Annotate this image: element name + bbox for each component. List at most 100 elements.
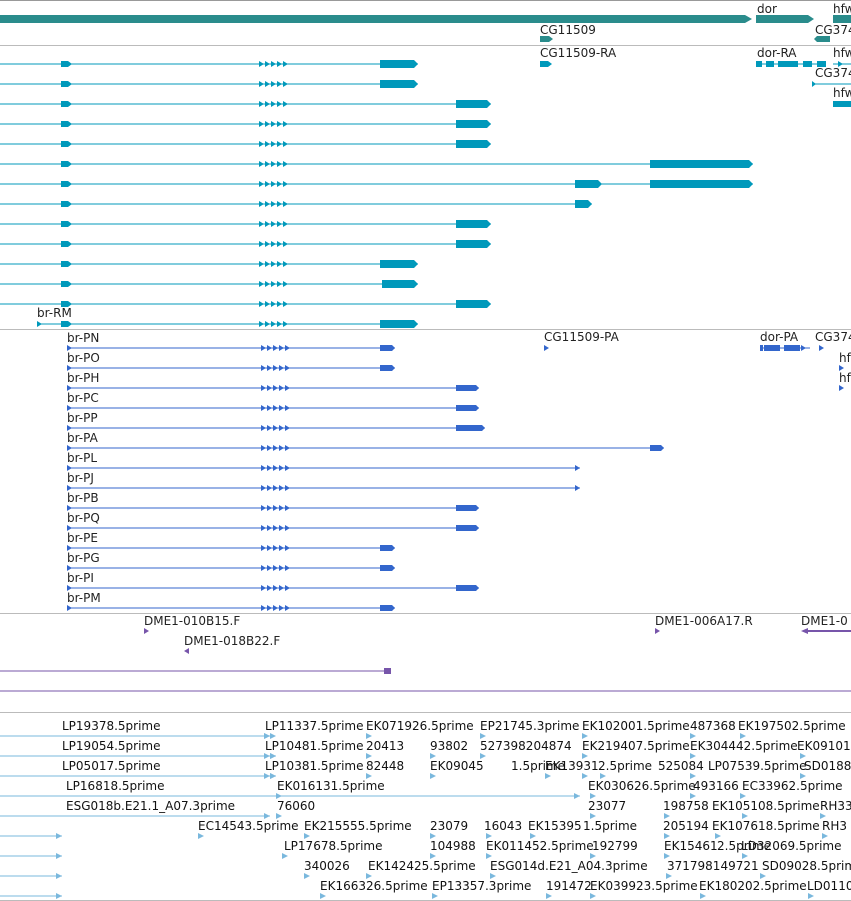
est-label[interactable]: 371798149721 [667,859,759,873]
est-label[interactable]: EK219407.5prime [582,739,690,753]
est-label[interactable]: SD0188 [804,759,851,773]
transcript-row[interactable] [0,220,491,228]
protein-row[interactable] [67,545,395,551]
est-marker-group[interactable] [264,753,806,759]
est-label[interactable]: 493166 [693,779,739,793]
est-label[interactable]: EK071926.5prime [366,719,474,733]
est-label[interactable]: EK215555.5prime [304,819,412,833]
protein-row[interactable] [67,485,580,491]
transcript-label-hfw-2[interactable]: hfw [833,86,851,100]
est-label[interactable]: LP11337.5prime [265,719,364,733]
protein-row[interactable] [67,525,479,531]
transcript-row[interactable] [0,180,753,188]
est-label[interactable]: EK011452.5prime [486,839,594,853]
protein-label[interactable]: br-PN [67,331,100,345]
est-label[interactable]: 23077 [588,799,627,813]
protein-row[interactable] [67,445,664,451]
est-label[interactable]: 192799 [592,839,638,853]
transcript-row[interactable] [0,280,418,288]
protein-label[interactable]: br-PC [67,391,99,405]
clone-marker-4[interactable] [801,628,808,634]
est-row[interactable] [0,813,270,819]
protein-row[interactable] [67,505,479,511]
protein-label[interactable]: br-PO [67,351,100,365]
protein-row[interactable] [67,345,395,351]
transcript-label-hfw-1[interactable]: hfw [833,46,851,60]
est-marker-group[interactable] [320,893,814,899]
transcript-row[interactable] [0,240,491,248]
est-label[interactable]: 525084 [658,759,704,773]
clone-marker-3[interactable] [655,628,660,634]
est-label[interactable]: 23079 [430,819,469,833]
gene-hfw-span[interactable] [833,15,851,23]
est-label[interactable]: EK166326.5prime [320,879,428,893]
est-label[interactable]: ESG014d.E21_A04.3prime [490,859,648,873]
protein-label[interactable]: br-PM [67,591,101,605]
est-label[interactable]: SD09028.5prime [762,859,851,873]
est-label[interactable]: LP17678.5prime [284,839,383,853]
est-label[interactable]: EC33962.5prime [742,779,843,793]
est-row[interactable] [0,853,62,859]
est-row[interactable] [0,793,580,799]
est-row[interactable] [0,873,62,879]
transcript-row[interactable] [0,200,592,208]
est-label[interactable]: LD0110 [807,879,851,893]
est-label[interactable]: LP16818.5prime [66,779,165,793]
clone-label-2[interactable]: DME1-018B22.F [184,634,281,648]
est-label[interactable]: 340026 [304,859,350,873]
est-label[interactable]: EK102001.5prime [582,719,690,733]
est-label[interactable]: LP10381.5prime [265,759,364,773]
protein-row[interactable] [67,465,580,471]
est-label[interactable]: 82448 [366,759,405,773]
protein-row[interactable] [67,585,479,591]
est-marker-group[interactable] [276,793,746,799]
est-label[interactable]: EK039923.5prime [590,879,698,893]
protein-label[interactable]: br-PL [67,451,98,465]
est-label[interactable]: EK13931 [545,759,599,773]
est-label[interactable]: EC14543.5prime [198,819,299,833]
protein-label-cg374[interactable]: CG374 [815,330,851,344]
est-label[interactable]: LP05017.5prime [62,759,161,773]
est-label[interactable]: 205194 [663,819,709,833]
transcript-row[interactable] [0,140,491,148]
protein-row[interactable] [67,365,395,371]
est-row[interactable] [0,833,62,839]
est-label[interactable]: EK016131.5prime [277,779,385,793]
est-label[interactable]: LP10481.5prime [265,739,364,753]
est-label[interactable]: EK030626.5prime [588,779,696,793]
est-label[interactable]: 2.5prime [717,839,772,853]
transcript-row[interactable] [0,120,491,128]
est-label[interactable]: EK09045 [430,759,484,773]
est-label[interactable]: LP07539.5prime [708,759,807,773]
transcript-row[interactable] [0,260,418,268]
est-label[interactable]: EP21745.3prime [480,719,580,733]
gene-cg374-span[interactable] [814,36,830,42]
est-label[interactable]: EK15461 [664,839,718,853]
est-marker-group[interactable] [264,773,806,779]
est-label[interactable]: 487368 [690,719,736,733]
gene-br-span[interactable] [0,15,752,23]
gene-dor-span[interactable] [756,15,814,23]
est-label[interactable]: EK197502.5prime [738,719,846,733]
est-label[interactable]: 93802 [430,739,469,753]
protein-label[interactable]: br-PH [67,371,100,385]
protein-label[interactable]: br-PE [67,531,98,545]
transcript-label-cg374[interactable]: CG374 [815,66,851,80]
est-label[interactable]: 16043 [484,819,523,833]
est-marker-group[interactable] [264,733,746,739]
est-marker-group[interactable] [198,833,828,839]
transcript-row[interactable] [0,300,491,308]
transcript-row[interactable] [0,80,418,88]
est-label[interactable]: 527398204874 [480,739,572,753]
protein-label[interactable]: br-PI [67,571,94,585]
protein-label[interactable]: br-PJ [67,471,94,485]
est-marker-group[interactable] [276,813,826,819]
est-marker-group[interactable] [304,873,766,879]
est-label[interactable]: LP19378.5prime [62,719,161,733]
transcript-right-models[interactable] [540,61,851,107]
est-label[interactable]: EK304442.5prime [690,739,798,753]
est-marker-group[interactable] [282,853,748,859]
clone-marker-1[interactable] [144,628,149,634]
transcript-label-br-rm[interactable]: br-RM [37,306,72,320]
gene-cg11509-span[interactable] [540,36,553,42]
